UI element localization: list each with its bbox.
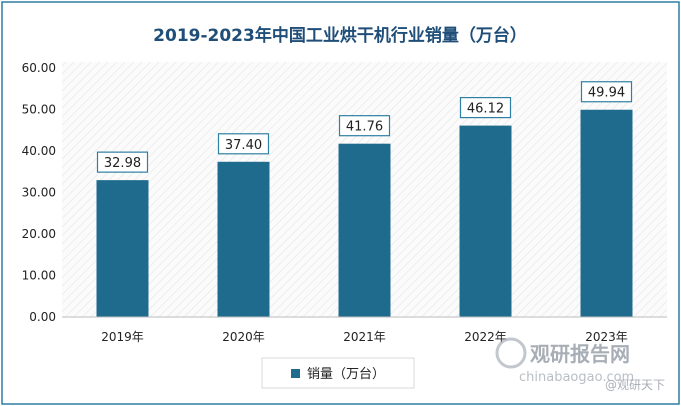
x-tick-label: 2022年: [464, 330, 507, 344]
y-tick-label: 50.00: [22, 103, 56, 117]
data-label-box: [217, 133, 270, 155]
bar: [217, 161, 270, 317]
data-label-box: [96, 151, 149, 173]
x-tick-label: 2020年: [222, 330, 265, 344]
y-tick-label: 10.00: [22, 269, 56, 283]
legend: [261, 357, 415, 389]
data-label: 46.12: [467, 102, 504, 117]
data-label: 49.94: [588, 86, 625, 101]
chart-title: 2019-2023年中国工业烘干机行业销量（万台）: [153, 25, 527, 46]
bar: [338, 143, 391, 317]
y-tick-label: 20.00: [22, 227, 56, 241]
watermark-logo-icon: [495, 337, 527, 369]
watermark-source: @观研天下: [605, 378, 665, 392]
y-tick-label: 60.00: [22, 61, 56, 75]
watermark-url: chinabaogao.com: [519, 370, 634, 385]
watermark-brand: 观研报告网: [530, 342, 630, 366]
x-axis: 2019年 2020年 2021年 2022年 2023年: [101, 330, 628, 344]
data-label: 32.98: [104, 156, 141, 171]
bar: [580, 109, 633, 318]
x-tick-label: 2019年: [101, 330, 144, 344]
data-label: 37.40: [225, 138, 262, 153]
bar: [96, 180, 149, 317]
data-label: 41.76: [346, 120, 383, 135]
data-label-box: [580, 81, 633, 103]
y-tick-label: 40.00: [22, 144, 56, 158]
watermark: 观研报告网 chinabaogao.com @观研天下: [495, 337, 665, 392]
legend-label: 销量（万台）: [307, 367, 385, 382]
data-label-box: [459, 97, 512, 119]
bar: [459, 125, 512, 318]
data-label-box: [338, 115, 391, 137]
y-tick-label: 0.00: [29, 310, 56, 324]
y-axis: 0.00 10.00 20.00 30.00 40.00 50.00 60.00: [22, 61, 56, 324]
y-tick-label: 30.00: [22, 186, 56, 200]
bar-series: 32.98 37.40 41.76 46.12 49.94: [96, 81, 633, 318]
x-tick-label: 2021年: [343, 330, 386, 344]
legend-swatch: [291, 369, 300, 378]
x-tick-label: 2023年: [585, 330, 628, 344]
